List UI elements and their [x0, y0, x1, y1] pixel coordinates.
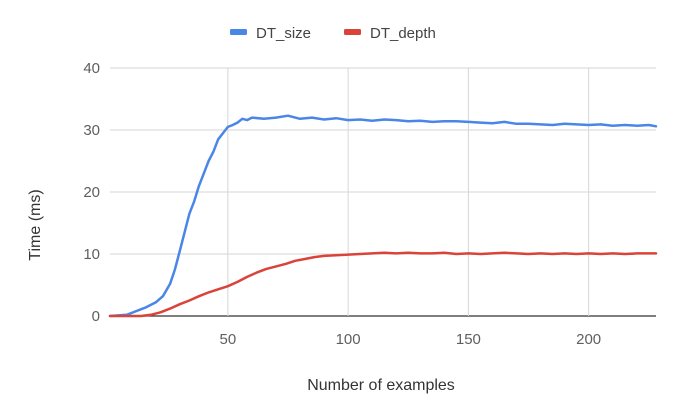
x-tick-label: 50 — [220, 331, 237, 348]
y-tick-label: 20 — [83, 184, 100, 201]
gridlines — [110, 67, 656, 317]
y-axis-ticks: 0 10 20 30 40 — [83, 60, 100, 325]
legend-label: DT_size — [256, 25, 311, 42]
y-tick-label: 10 — [83, 246, 100, 263]
series-lines — [108, 114, 658, 318]
y-tick-label: 0 — [92, 308, 100, 325]
x-tick-label: 200 — [576, 331, 601, 348]
series-line-DT_depth — [108, 251, 658, 318]
x-tick-label: 150 — [456, 331, 481, 348]
y-tick-label: 40 — [83, 60, 100, 77]
x-axis-ticks: 50 100 150 200 — [220, 331, 602, 348]
legend: DT_size DT_depth — [230, 25, 436, 42]
y-tick-label: 30 — [83, 122, 100, 139]
x-axis-title: Number of examples — [307, 377, 455, 394]
legend-swatch — [230, 29, 247, 35]
legend-swatch — [344, 29, 361, 35]
y-axis-title: Time (ms) — [27, 189, 44, 260]
legend-label: DT_depth — [370, 25, 436, 42]
x-tick-label: 100 — [336, 331, 361, 348]
series-line-DT_size — [108, 114, 658, 318]
